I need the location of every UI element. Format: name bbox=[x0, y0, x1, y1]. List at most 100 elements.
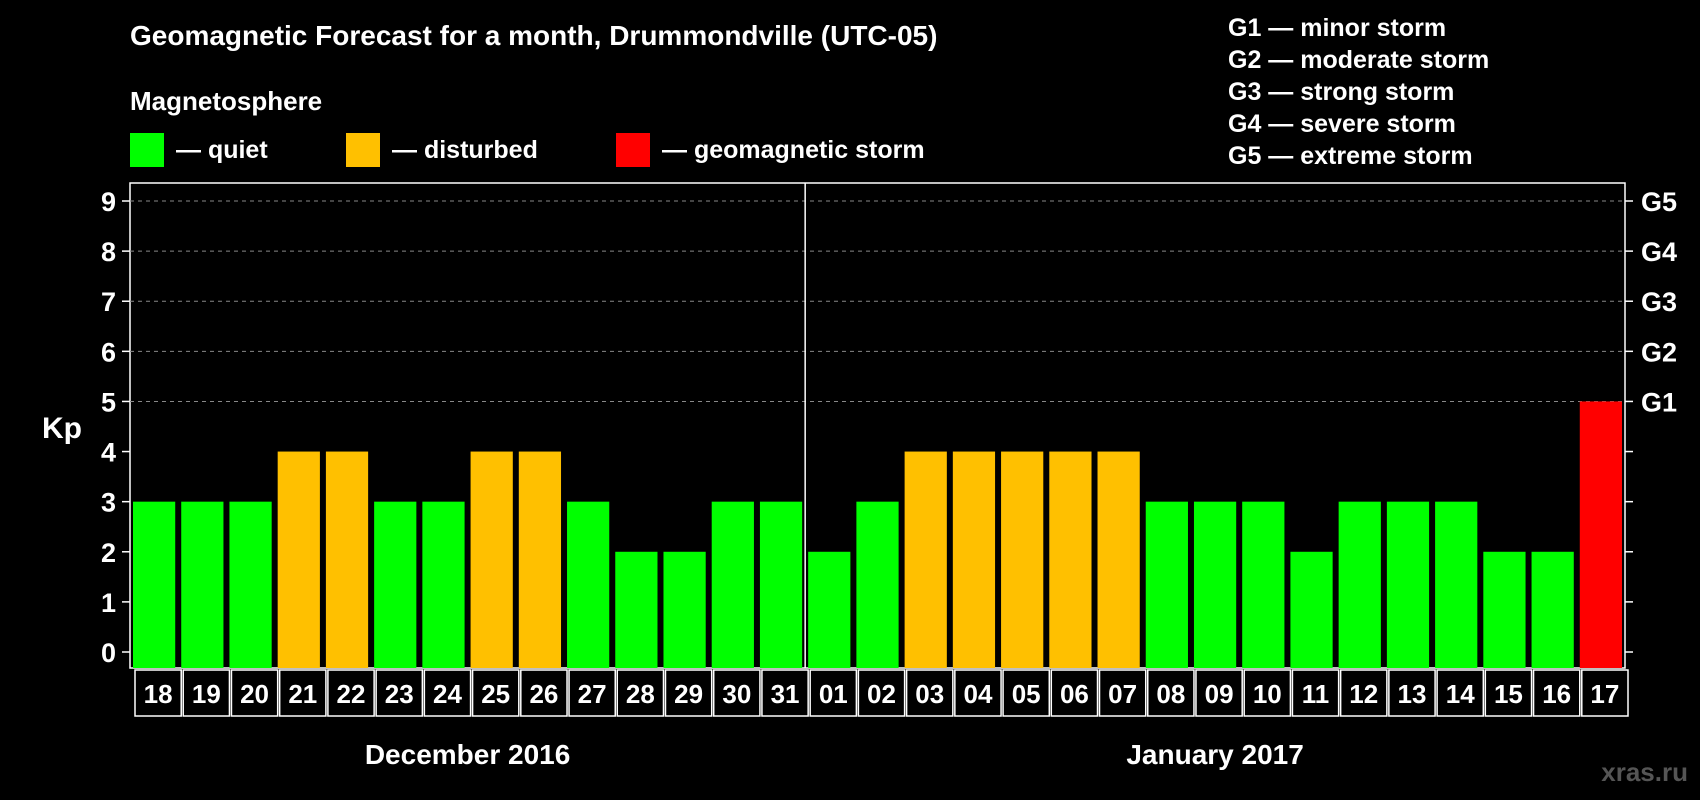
date-label-24: 24 bbox=[433, 679, 462, 709]
bar-29 bbox=[663, 551, 706, 668]
date-label-15: 15 bbox=[1494, 679, 1523, 709]
date-box-04 bbox=[954, 669, 1002, 717]
y-tick-label-6: 6 bbox=[101, 337, 116, 367]
date-label-06: 06 bbox=[1060, 679, 1089, 709]
date-label-14: 14 bbox=[1446, 679, 1475, 709]
date-box-08 bbox=[1146, 669, 1195, 717]
date-label-30: 30 bbox=[722, 679, 751, 709]
bar-03 bbox=[904, 451, 947, 668]
date-label-11: 11 bbox=[1302, 679, 1330, 709]
legend-label-disturbed: — disturbed bbox=[392, 135, 538, 164]
month-label-1: January 2017 bbox=[1126, 739, 1303, 770]
date-box-13 bbox=[1388, 669, 1436, 717]
date-label-19: 19 bbox=[192, 679, 221, 709]
legend-item-quiet: — quiet bbox=[130, 132, 268, 168]
date-box-10 bbox=[1243, 669, 1292, 717]
g-level-label-g1: G1 bbox=[1641, 387, 1677, 417]
storm-scale-g5: G5 — extreme storm bbox=[1228, 142, 1473, 170]
date-label-31: 31 bbox=[771, 679, 800, 709]
bar-06 bbox=[1049, 451, 1092, 668]
storm-scale-g2: G2 — moderate storm bbox=[1228, 46, 1490, 74]
date-label-08: 08 bbox=[1156, 679, 1185, 709]
bar-10 bbox=[1242, 501, 1285, 668]
date-label-02: 02 bbox=[867, 679, 896, 709]
bar-24 bbox=[422, 501, 465, 668]
bar-16 bbox=[1531, 551, 1574, 668]
date-box-17 bbox=[1581, 669, 1629, 717]
y-tick-label-4: 4 bbox=[101, 438, 116, 468]
bar-20 bbox=[229, 501, 272, 668]
magnetosphere-label: Magnetosphere bbox=[130, 86, 323, 116]
date-box-19 bbox=[182, 669, 231, 717]
bar-04 bbox=[952, 451, 996, 668]
legend-label-storm: — geomagnetic storm bbox=[662, 135, 925, 164]
date-label-20: 20 bbox=[240, 679, 269, 709]
storm-scale-legend: G1 — minor storm G2 — moderate storm G3 … bbox=[1228, 12, 1489, 172]
date-label-10: 10 bbox=[1253, 679, 1282, 709]
bar-27 bbox=[567, 501, 610, 668]
storm-scale-g3: G3 — strong storm bbox=[1228, 78, 1455, 106]
date-label-21: 21 bbox=[288, 679, 317, 709]
date-box-24 bbox=[423, 669, 472, 717]
g-level-label-g5: G5 bbox=[1641, 187, 1677, 217]
bar-05 bbox=[1001, 451, 1044, 668]
g-level-label-g3: G3 bbox=[1641, 287, 1677, 317]
bar-21 bbox=[277, 451, 320, 668]
date-label-12: 12 bbox=[1349, 679, 1378, 709]
date-box-14 bbox=[1436, 669, 1485, 717]
date-box-03 bbox=[905, 669, 954, 717]
date-label-28: 28 bbox=[626, 679, 655, 709]
y-tick-label-2: 2 bbox=[101, 538, 116, 568]
date-box-20 bbox=[230, 669, 279, 717]
storm-scale-g1: G1 — minor storm bbox=[1228, 14, 1447, 42]
date-label-26: 26 bbox=[529, 679, 558, 709]
date-label-01: 01 bbox=[819, 679, 848, 709]
date-box-27 bbox=[568, 669, 617, 717]
legend-label-quiet: — quiet bbox=[176, 135, 268, 164]
date-box-22 bbox=[327, 669, 375, 717]
date-box-05 bbox=[1002, 669, 1051, 717]
date-label-16: 16 bbox=[1542, 679, 1571, 709]
bar-26 bbox=[518, 451, 562, 668]
date-box-15 bbox=[1484, 669, 1533, 717]
legend-swatch-disturbed bbox=[346, 133, 380, 167]
bar-25 bbox=[470, 451, 513, 668]
date-label-03: 03 bbox=[915, 679, 944, 709]
date-label-23: 23 bbox=[385, 679, 414, 709]
date-label-25: 25 bbox=[481, 679, 510, 709]
y-axis-label: Kp bbox=[42, 412, 82, 445]
date-label-27: 27 bbox=[578, 679, 607, 709]
date-box-12 bbox=[1339, 669, 1388, 717]
date-box-25 bbox=[471, 669, 520, 717]
bar-14 bbox=[1435, 501, 1478, 668]
bar-12 bbox=[1338, 501, 1381, 668]
date-box-02 bbox=[857, 669, 906, 717]
bar-30 bbox=[711, 501, 754, 668]
g-level-label-g4: G4 bbox=[1641, 237, 1677, 267]
month-label-0: December 2016 bbox=[365, 739, 570, 770]
y-tick-label-7: 7 bbox=[101, 287, 116, 317]
date-label-04: 04 bbox=[963, 679, 992, 709]
date-label-29: 29 bbox=[674, 679, 703, 709]
date-label-07: 07 bbox=[1108, 679, 1137, 709]
date-label-18: 18 bbox=[144, 679, 173, 709]
bar-19 bbox=[181, 501, 224, 668]
legend-item-disturbed: — disturbed bbox=[346, 132, 538, 168]
y-tick-label-1: 1 bbox=[101, 588, 116, 618]
bar-28 bbox=[615, 551, 658, 668]
date-label-09: 09 bbox=[1205, 679, 1234, 709]
storm-scale-g4: G4 — severe storm bbox=[1228, 110, 1456, 138]
bar-22 bbox=[325, 451, 369, 668]
g-level-label-g2: G2 bbox=[1641, 337, 1677, 367]
bar-07 bbox=[1097, 451, 1140, 668]
bar-13 bbox=[1386, 501, 1430, 668]
date-label-22: 22 bbox=[337, 679, 366, 709]
bar-08 bbox=[1145, 501, 1188, 668]
date-box-21 bbox=[278, 669, 327, 717]
legend-item-storm: — geomagnetic storm bbox=[616, 132, 925, 168]
bar-15 bbox=[1483, 551, 1526, 668]
legend-swatch-storm bbox=[616, 133, 650, 167]
date-box-16 bbox=[1532, 669, 1581, 717]
date-box-07 bbox=[1098, 669, 1147, 717]
